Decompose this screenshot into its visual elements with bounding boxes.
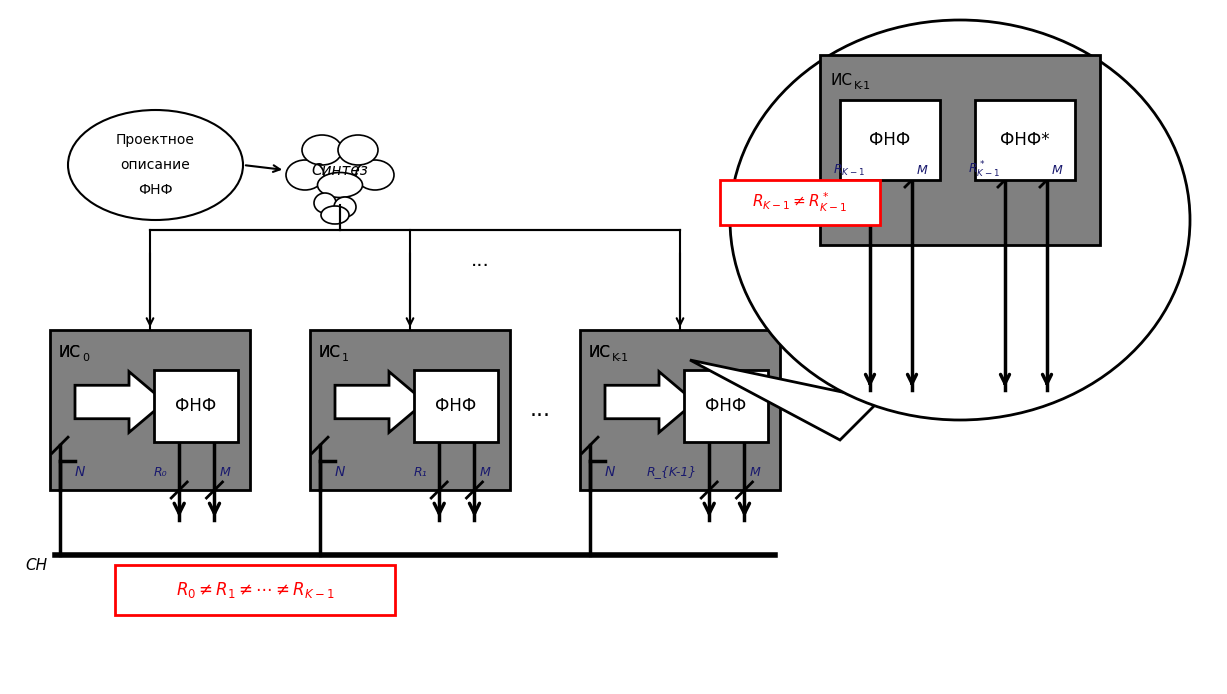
- Text: ИС: ИС: [318, 344, 340, 359]
- Ellipse shape: [730, 20, 1190, 420]
- Text: ИС: ИС: [318, 344, 340, 359]
- Text: ИС: ИС: [829, 72, 852, 87]
- Text: ФНФ: ФНФ: [436, 397, 476, 415]
- Text: M: M: [917, 164, 928, 176]
- Ellipse shape: [334, 197, 356, 217]
- Text: K-1: K-1: [854, 81, 871, 91]
- Polygon shape: [335, 371, 425, 432]
- Text: M: M: [1052, 164, 1063, 176]
- Text: ИС: ИС: [58, 344, 80, 359]
- Bar: [310, 330, 510, 490]
- Bar: [50, 330, 250, 490]
- Polygon shape: [605, 371, 694, 432]
- Ellipse shape: [67, 110, 243, 220]
- Text: M: M: [220, 466, 231, 478]
- Text: $R_0 \neq R_1 \neq \cdots \neq R_{K-1}$: $R_0 \neq R_1 \neq \cdots \neq R_{K-1}$: [175, 580, 334, 600]
- Bar: [840, 100, 940, 180]
- Text: M: M: [480, 466, 491, 478]
- Bar: [683, 370, 768, 442]
- Text: N: N: [335, 465, 345, 479]
- Ellipse shape: [286, 160, 324, 190]
- Bar: [115, 565, 395, 615]
- Ellipse shape: [313, 145, 368, 185]
- Text: R₁: R₁: [413, 466, 427, 478]
- Text: R_{K-1}: R_{K-1}: [647, 466, 697, 478]
- Bar: [155, 370, 238, 442]
- Text: ФНФ: ФНФ: [175, 397, 217, 415]
- Text: ИС: ИС: [588, 344, 610, 359]
- Text: R₀: R₀: [153, 466, 167, 478]
- Text: Синтез: Синтез: [312, 162, 368, 178]
- Text: 1: 1: [342, 353, 348, 363]
- Text: ИС: ИС: [58, 344, 80, 359]
- Text: $R_{K-1}\neq R^*_{K-1}$: $R_{K-1}\neq R^*_{K-1}$: [752, 191, 848, 214]
- Text: ...: ...: [471, 251, 490, 269]
- Text: K-1: K-1: [612, 353, 629, 363]
- Text: Проектное: Проектное: [117, 133, 195, 147]
- Ellipse shape: [356, 160, 394, 190]
- Text: описание: описание: [120, 158, 190, 172]
- Text: M: M: [750, 466, 761, 478]
- Bar: [580, 330, 780, 490]
- Text: ФНФ: ФНФ: [139, 183, 173, 197]
- Bar: [975, 100, 1075, 180]
- Text: CH: CH: [25, 557, 47, 573]
- Text: N: N: [605, 465, 616, 479]
- Text: ФНФ: ФНФ: [870, 131, 910, 149]
- Bar: [413, 370, 498, 442]
- Polygon shape: [690, 360, 880, 440]
- Text: 0: 0: [82, 353, 90, 363]
- Ellipse shape: [321, 206, 348, 224]
- Polygon shape: [75, 371, 164, 432]
- Text: N: N: [75, 465, 86, 479]
- Text: ...: ...: [530, 400, 551, 420]
- Text: ФНФ: ФНФ: [706, 397, 746, 415]
- Ellipse shape: [318, 173, 362, 198]
- Bar: [720, 180, 880, 225]
- Ellipse shape: [314, 193, 336, 213]
- Text: $R^*_{K-1}$: $R^*_{K-1}$: [968, 160, 1000, 180]
- Text: ИС: ИС: [588, 344, 610, 359]
- Ellipse shape: [302, 135, 342, 165]
- Text: ФНФ*: ФНФ*: [1000, 131, 1050, 149]
- Bar: [820, 55, 1099, 245]
- Text: $R_{K-1}$: $R_{K-1}$: [833, 162, 865, 178]
- Ellipse shape: [337, 135, 378, 165]
